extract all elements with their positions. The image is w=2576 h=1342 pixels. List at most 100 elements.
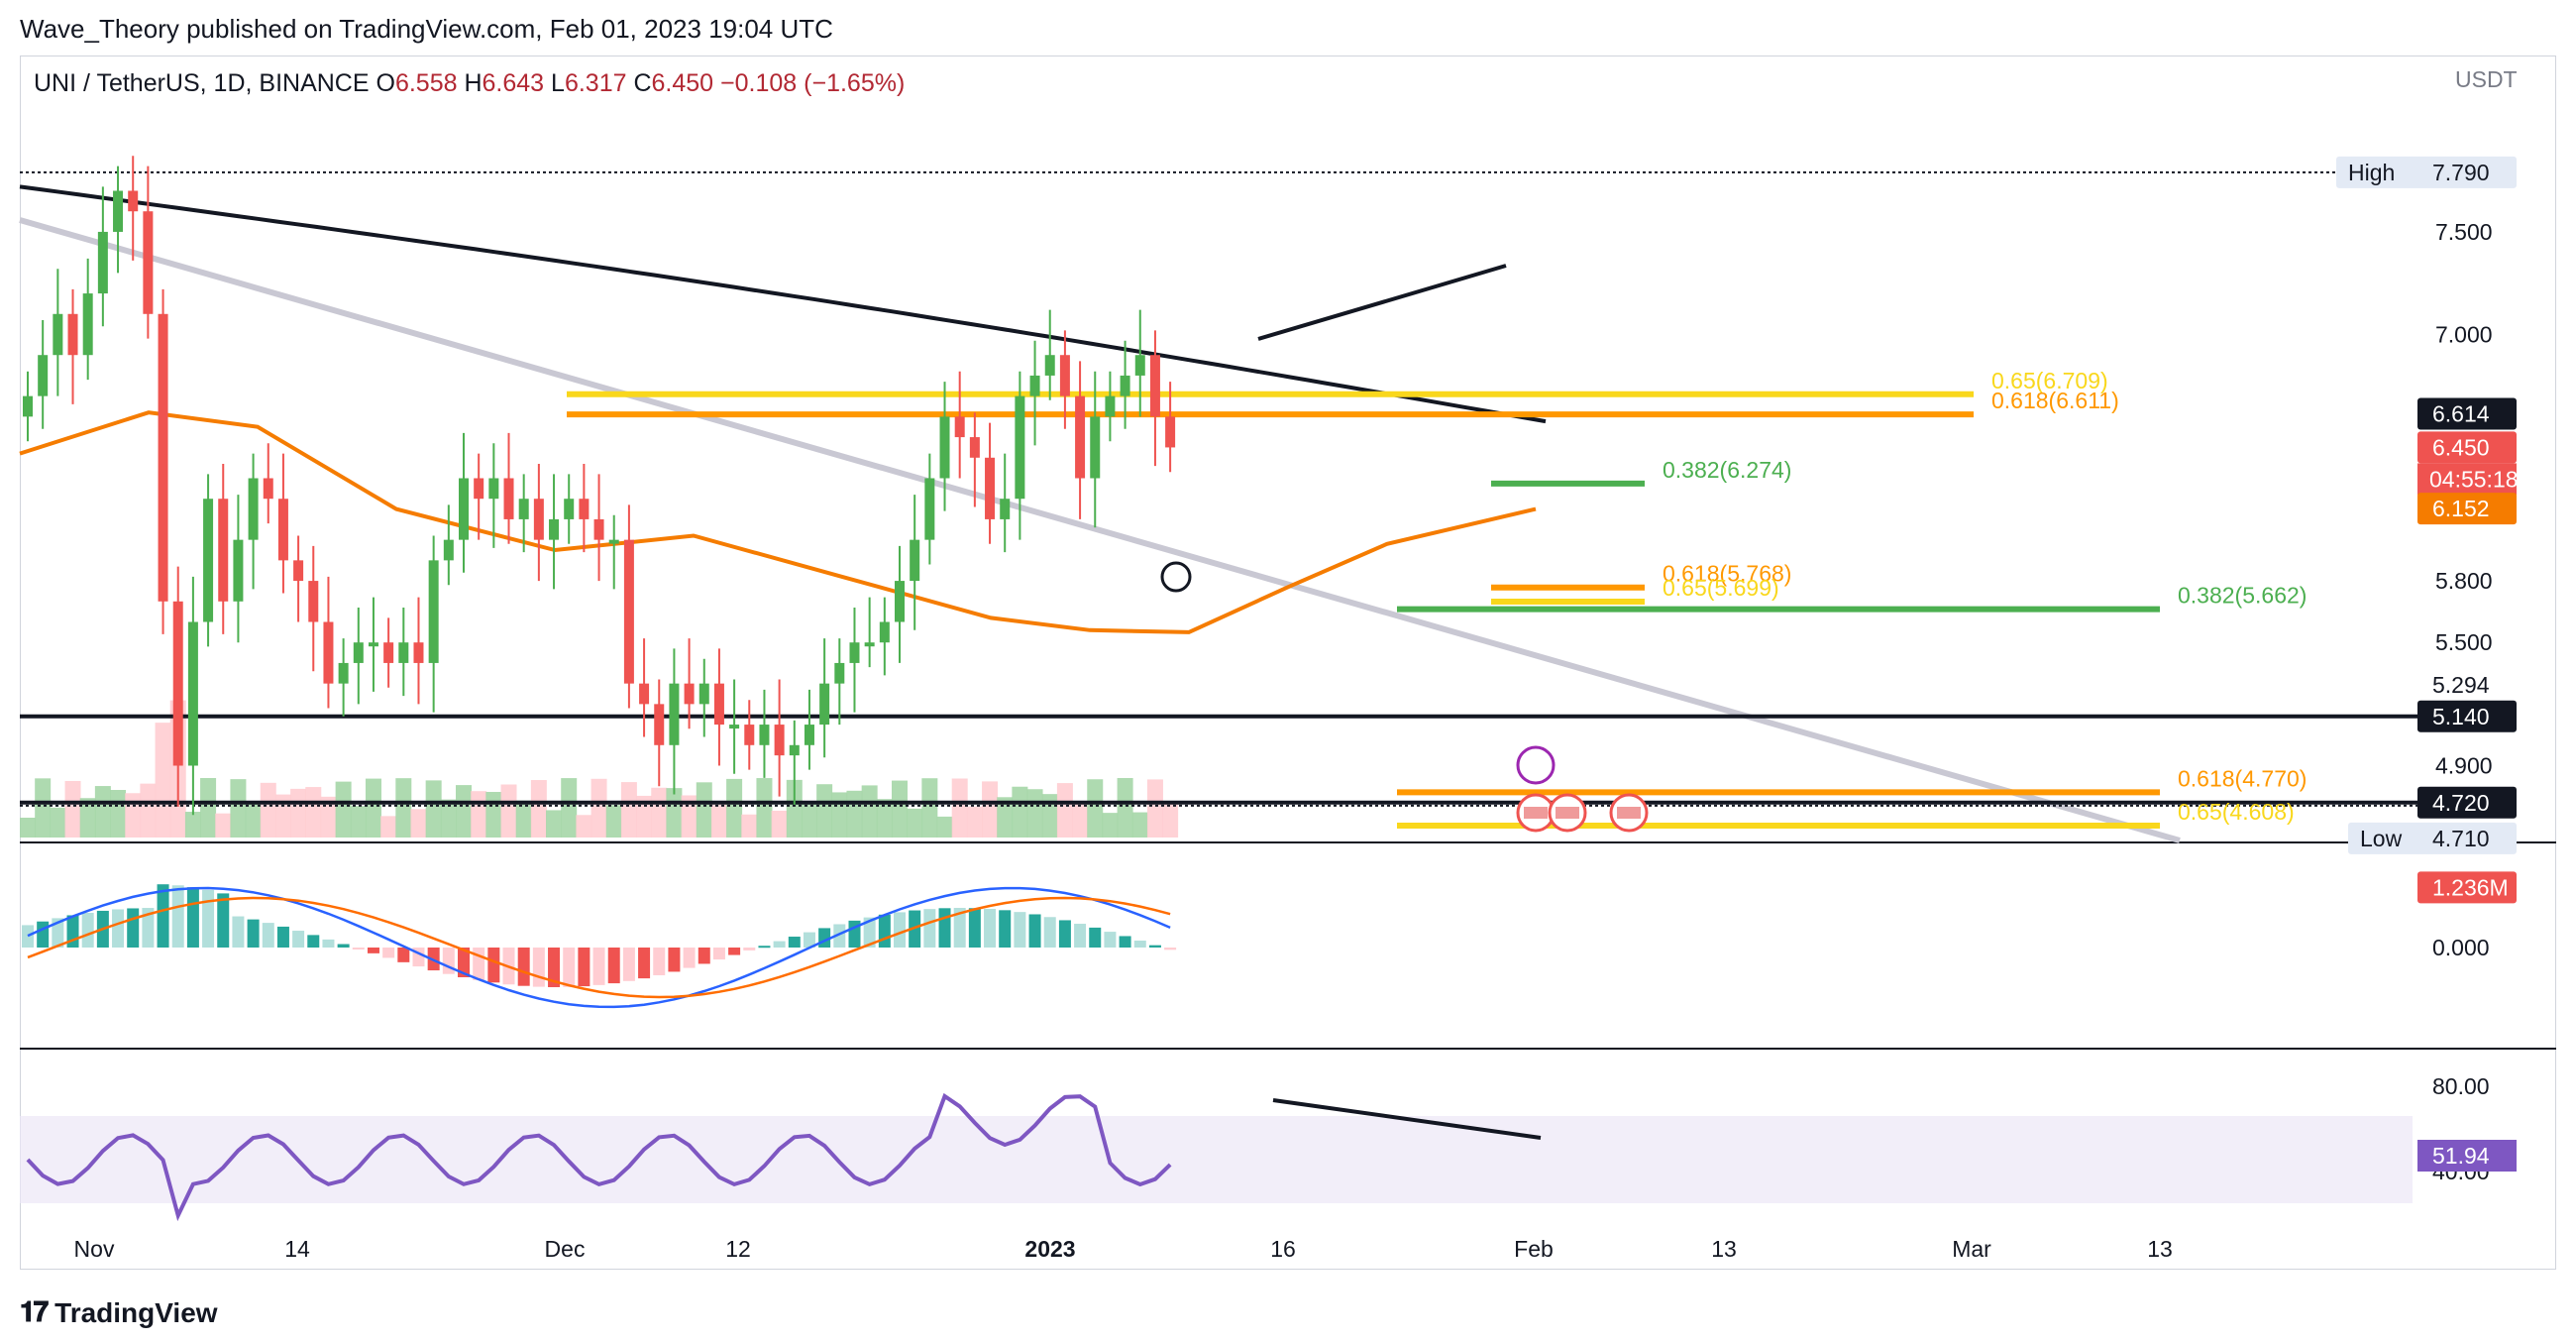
macd-histogram-bar xyxy=(563,948,576,987)
macd-histogram-bar xyxy=(202,889,215,948)
time-axis[interactable]: Nov 14 Dec 12 2023 16 Feb 13 Mar 13 xyxy=(74,1236,2173,1262)
macd-histogram-bar xyxy=(592,948,605,985)
fib-levels[interactable]: 0.65(6.709)0.618(6.611) 0.382(6.274) 0.618… xyxy=(567,368,2307,829)
macd-histogram-bar xyxy=(532,948,545,987)
candle-body xyxy=(789,744,800,756)
candle-body xyxy=(353,642,364,663)
volume-bar xyxy=(35,778,52,838)
volume-bar xyxy=(155,723,171,838)
macd-histogram-bar xyxy=(367,948,379,953)
macd-histogram-bar xyxy=(337,944,350,948)
open-label: O xyxy=(376,69,395,97)
volume-bar xyxy=(1012,786,1028,838)
candle-body xyxy=(23,395,33,417)
ema-200-line[interactable] xyxy=(19,184,1547,424)
tradingview-logo[interactable]: 𝟏𝟕 TradingView xyxy=(20,1296,218,1329)
volume-bar xyxy=(290,788,307,838)
fib-level-label: 0.382(6.274) xyxy=(1663,457,1791,483)
macd-histogram-bar xyxy=(1148,945,1161,948)
volume-bar xyxy=(997,797,1014,838)
candle-body xyxy=(954,416,965,438)
brand-name: TradingView xyxy=(54,1296,218,1328)
macd-histogram-bar xyxy=(442,948,455,974)
candles[interactable] xyxy=(23,156,1176,816)
volume-bar xyxy=(605,805,622,838)
volume-bar xyxy=(500,784,517,838)
resistance-trendline[interactable] xyxy=(1257,264,1507,341)
rsi-value-box xyxy=(2417,1140,2517,1172)
candle-body xyxy=(172,601,183,766)
volume-bar xyxy=(215,813,232,838)
macd-histogram-bar xyxy=(81,912,94,948)
volume-bar xyxy=(710,804,727,838)
macd-histogram-bar xyxy=(578,948,590,987)
candle-body xyxy=(368,642,378,647)
candle-body xyxy=(293,560,304,582)
time-axis-tick-label: 12 xyxy=(725,1236,751,1262)
close-label: C xyxy=(633,69,652,97)
volume-bar xyxy=(20,818,36,838)
volume-bar xyxy=(1026,789,1043,838)
candle-body xyxy=(248,478,259,540)
price-label-value: 6.614 xyxy=(2432,400,2490,426)
volume-bar xyxy=(1072,803,1089,838)
candle-body xyxy=(729,725,740,729)
price-label-value: 6.450 xyxy=(2432,434,2490,460)
low-value: 6.317 xyxy=(564,69,627,97)
time-axis-tick-label: 2023 xyxy=(1024,1236,1075,1262)
candle-body xyxy=(623,539,634,684)
macd-histogram-bar xyxy=(397,948,410,962)
macd-histogram-bar xyxy=(788,937,801,948)
price-label-box xyxy=(2417,871,2517,904)
candle-body xyxy=(533,499,544,540)
candle-body xyxy=(128,190,139,212)
volume-bar xyxy=(200,778,217,838)
price-label-box xyxy=(2417,397,2517,430)
breakout-marker[interactable] xyxy=(1160,561,1192,593)
candle-body xyxy=(67,313,78,356)
volume-bar xyxy=(1162,802,1179,838)
time-axis-tick-label: 13 xyxy=(1711,1236,1737,1262)
candle-body xyxy=(819,683,830,726)
volume-bar xyxy=(966,806,983,838)
candle-body xyxy=(474,478,484,500)
candle-body xyxy=(744,725,755,745)
candle-body xyxy=(834,662,845,684)
price-axis[interactable]: 7.500 7.000 5.800 5.500 4.900 High 7.790 6.614 6… xyxy=(2336,156,2519,1184)
candle-body xyxy=(277,499,288,561)
price-axis-tick-label: 7.500 xyxy=(2435,219,2493,245)
trendline-diagonal[interactable] xyxy=(19,217,2181,843)
macd-pane xyxy=(22,884,1177,1009)
candle-body xyxy=(1134,355,1145,376)
candle-body xyxy=(459,478,470,540)
horizontal-levels[interactable] xyxy=(20,170,2417,807)
volume-bar xyxy=(94,786,111,838)
price-label-value: 1.236M xyxy=(2432,874,2509,900)
ema-50-line[interactable] xyxy=(19,410,1537,634)
volume-bar xyxy=(456,785,473,838)
macd-histogram-bar xyxy=(653,948,666,975)
time-axis-tick-label: Mar xyxy=(1952,1236,1991,1262)
price-label-box xyxy=(2348,822,2517,854)
price-label-value: 4.710 xyxy=(2432,826,2490,851)
macd-histogram-bar xyxy=(758,946,771,949)
candle-body xyxy=(879,621,890,643)
volume-bar xyxy=(1131,812,1148,838)
candle-body xyxy=(53,313,63,356)
symbol-name[interactable]: UNI / TetherUS, 1D, BINANCE xyxy=(34,69,370,97)
candle-body xyxy=(1120,375,1130,396)
volume-bar xyxy=(546,810,563,838)
volume-bar xyxy=(846,790,863,838)
macd-line xyxy=(27,886,1171,1009)
us-flag-event-stripes xyxy=(1556,807,1579,819)
volume-bar xyxy=(936,816,953,838)
macd-histogram-bar xyxy=(712,948,725,960)
macd-histogram-bar xyxy=(698,948,710,964)
macd-histogram-bar xyxy=(22,925,34,948)
macd-histogram-bar xyxy=(292,931,305,948)
volume-bar xyxy=(530,780,547,838)
candle-body xyxy=(969,437,980,458)
rsi-value-label: 51.94 xyxy=(2432,1143,2490,1169)
event-markers[interactable] xyxy=(1516,745,1649,833)
